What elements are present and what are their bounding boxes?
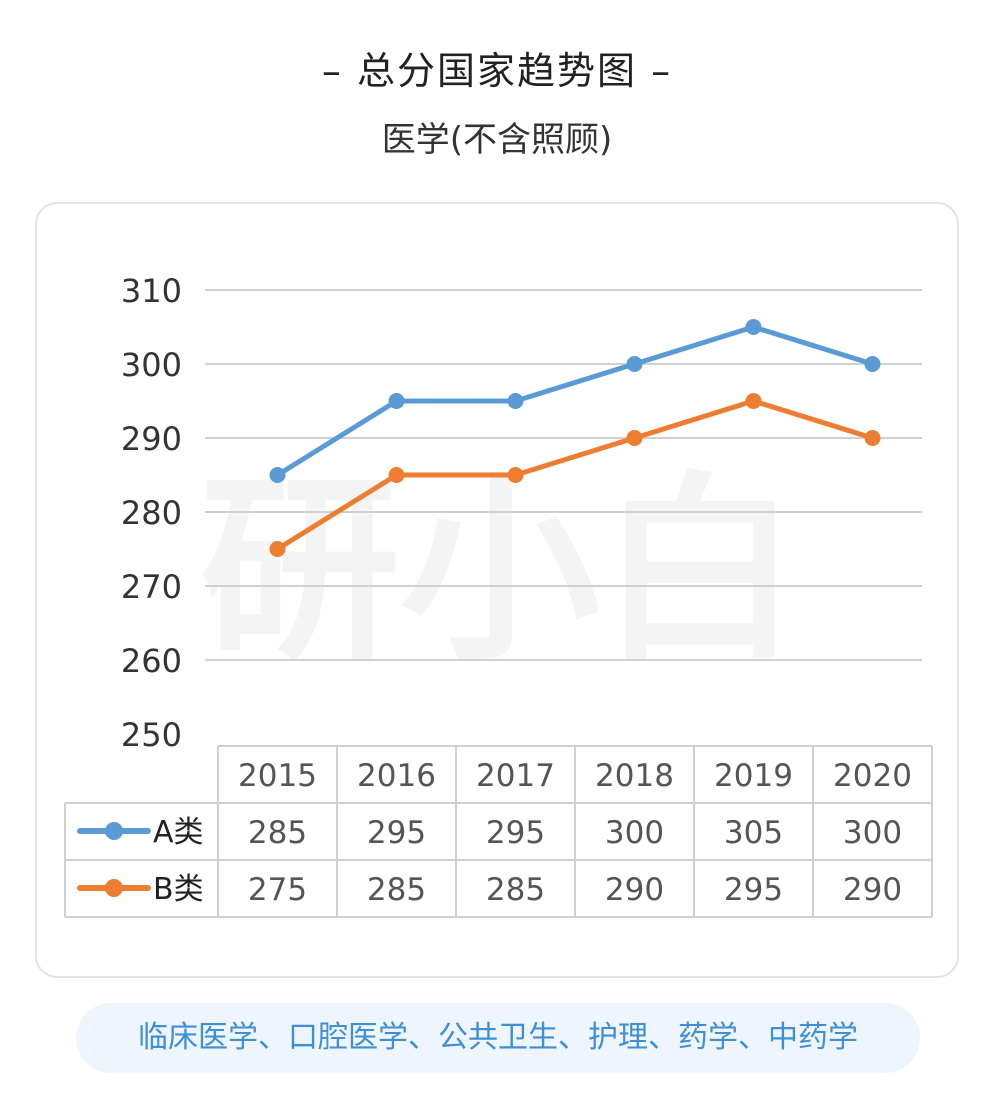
data-table-cell: 295 xyxy=(367,815,426,851)
x-category-label: 2017 xyxy=(476,758,555,794)
data-point xyxy=(269,541,286,557)
data-table-cell: 305 xyxy=(724,815,783,851)
chart-subtitle: 医学(不含照顾) xyxy=(381,120,613,160)
data-point xyxy=(388,467,405,483)
data-point xyxy=(745,319,762,335)
y-tick-label: 260 xyxy=(121,642,182,680)
legend-marker xyxy=(105,822,123,840)
x-category-label: 2019 xyxy=(714,758,793,794)
series-line-a xyxy=(275,324,875,478)
legend-label: A类 xyxy=(153,815,204,850)
x-category-label: 2018 xyxy=(595,758,674,794)
data-table-cell: 285 xyxy=(486,872,545,908)
data-point xyxy=(626,430,643,446)
data-point xyxy=(864,430,881,446)
y-tick-label: 280 xyxy=(121,494,182,532)
data-table-cell: 275 xyxy=(248,872,307,908)
chart-card xyxy=(35,202,959,978)
x-category-label: 2015 xyxy=(238,758,317,794)
y-tick-label: 250 xyxy=(121,716,182,754)
data-table-cell: 300 xyxy=(605,815,664,851)
data-point xyxy=(626,356,643,372)
data-point xyxy=(507,467,524,483)
y-tick-label: 310 xyxy=(121,272,182,310)
y-tick-label: 300 xyxy=(121,346,182,384)
major-list-banner: 临床医学、口腔医学、公共卫生、护理、药学、中药学 xyxy=(76,1003,920,1073)
chart-title: – 总分国家趋势图 – xyxy=(321,49,673,93)
data-table-cell: 290 xyxy=(843,872,902,908)
watermark: 研小白 xyxy=(200,455,800,688)
y-tick-label: 290 xyxy=(121,420,182,458)
legend-label: B类 xyxy=(153,872,204,907)
y-tick-label: 270 xyxy=(121,568,182,606)
data-point xyxy=(388,393,405,409)
data-point xyxy=(864,356,881,372)
data-table-cell: 295 xyxy=(486,815,545,851)
data-point xyxy=(269,467,286,483)
data-table-cell: 285 xyxy=(367,872,426,908)
major-list-text: 临床医学、口腔医学、公共卫生、护理、药学、中药学 xyxy=(138,1020,858,1055)
x-category-label: 2016 xyxy=(357,758,436,794)
x-category-label: 2020 xyxy=(833,758,912,794)
series-line-b xyxy=(275,398,875,552)
data-point xyxy=(507,393,524,409)
data-point xyxy=(745,393,762,409)
data-table-cell: 285 xyxy=(248,815,307,851)
legend-marker xyxy=(105,879,123,897)
data-table-cell: 295 xyxy=(724,872,783,908)
data-table-cell: 290 xyxy=(605,872,664,908)
data-table-cell: 300 xyxy=(843,815,902,851)
